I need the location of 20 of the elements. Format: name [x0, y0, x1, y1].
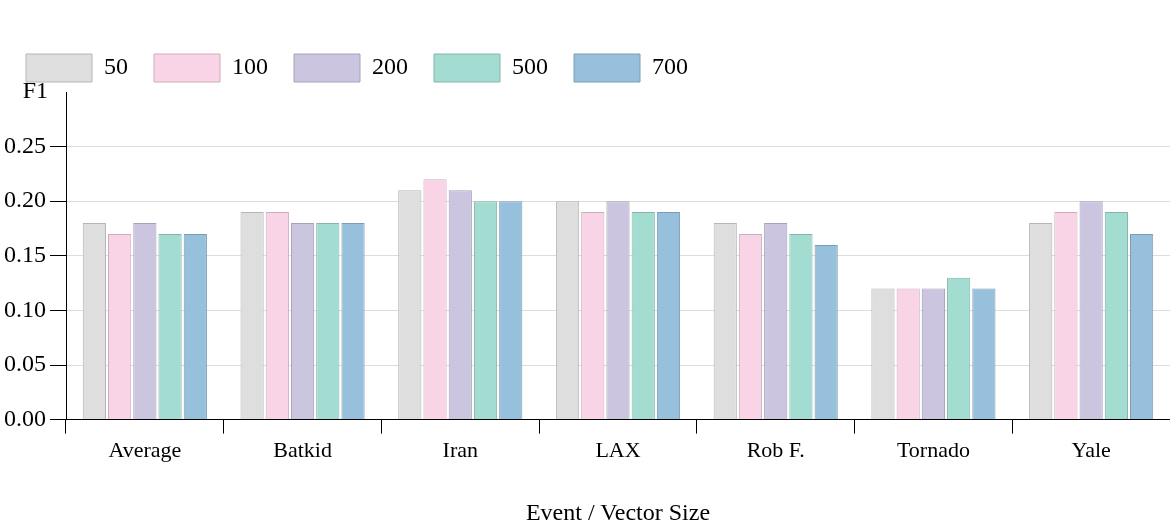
y-tick-label: 0.10 — [4, 295, 46, 322]
x-tick-label: Batkid — [273, 436, 332, 462]
x-tick-label: LAX — [595, 436, 641, 462]
y-tick-label: 0.05 — [4, 350, 46, 377]
legend-label: 200 — [372, 53, 408, 80]
x-tick-label: Yale — [1071, 436, 1111, 462]
y-tick-label: 0.15 — [4, 241, 46, 268]
legend-label: 700 — [652, 53, 688, 80]
legend-label: 500 — [512, 53, 548, 80]
x-tick-label: Iran — [442, 436, 478, 462]
y-tick-label: 0.20 — [4, 186, 46, 213]
legend-label: 100 — [232, 53, 268, 80]
y-tick-label: 0.25 — [4, 131, 46, 158]
x-tick-label: Tornado — [896, 436, 970, 462]
y-tick-label: 0.00 — [4, 404, 46, 431]
x-tick-label: Rob F. — [746, 436, 805, 462]
x-axis-title: Event / Vector Size — [525, 499, 711, 526]
x-tick-label: Average — [108, 436, 182, 462]
y-axis-title: F1 — [22, 77, 48, 104]
legend-label: 50 — [104, 53, 128, 80]
